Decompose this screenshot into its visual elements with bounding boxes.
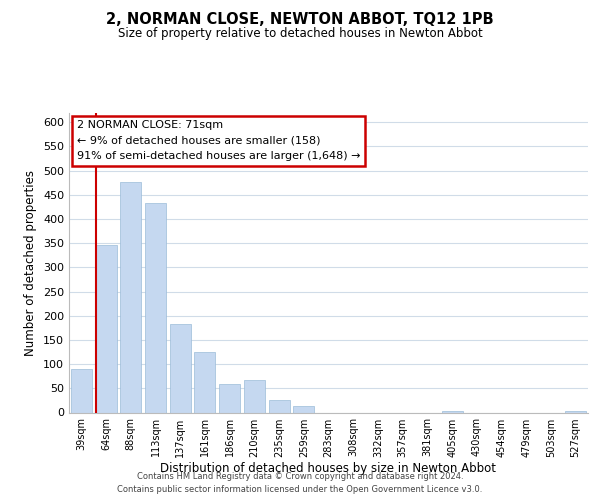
Bar — [293, 406, 314, 412]
Bar — [194, 352, 215, 412]
Bar — [95, 244, 116, 412]
Bar — [145, 202, 166, 412]
Bar — [120, 182, 141, 412]
Text: Size of property relative to detached houses in Newton Abbot: Size of property relative to detached ho… — [118, 28, 482, 40]
Bar — [244, 380, 265, 412]
Bar — [565, 411, 586, 412]
Text: Contains HM Land Registry data © Crown copyright and database right 2024.
Contai: Contains HM Land Registry data © Crown c… — [118, 472, 482, 494]
Bar — [269, 400, 290, 412]
Bar — [442, 411, 463, 412]
X-axis label: Distribution of detached houses by size in Newton Abbot: Distribution of detached houses by size … — [161, 462, 497, 475]
Bar — [71, 369, 92, 412]
Y-axis label: Number of detached properties: Number of detached properties — [25, 170, 37, 356]
Bar — [170, 324, 191, 412]
Bar — [219, 384, 240, 412]
Text: 2, NORMAN CLOSE, NEWTON ABBOT, TQ12 1PB: 2, NORMAN CLOSE, NEWTON ABBOT, TQ12 1PB — [106, 12, 494, 28]
Text: 2 NORMAN CLOSE: 71sqm
← 9% of detached houses are smaller (158)
91% of semi-deta: 2 NORMAN CLOSE: 71sqm ← 9% of detached h… — [77, 120, 360, 161]
